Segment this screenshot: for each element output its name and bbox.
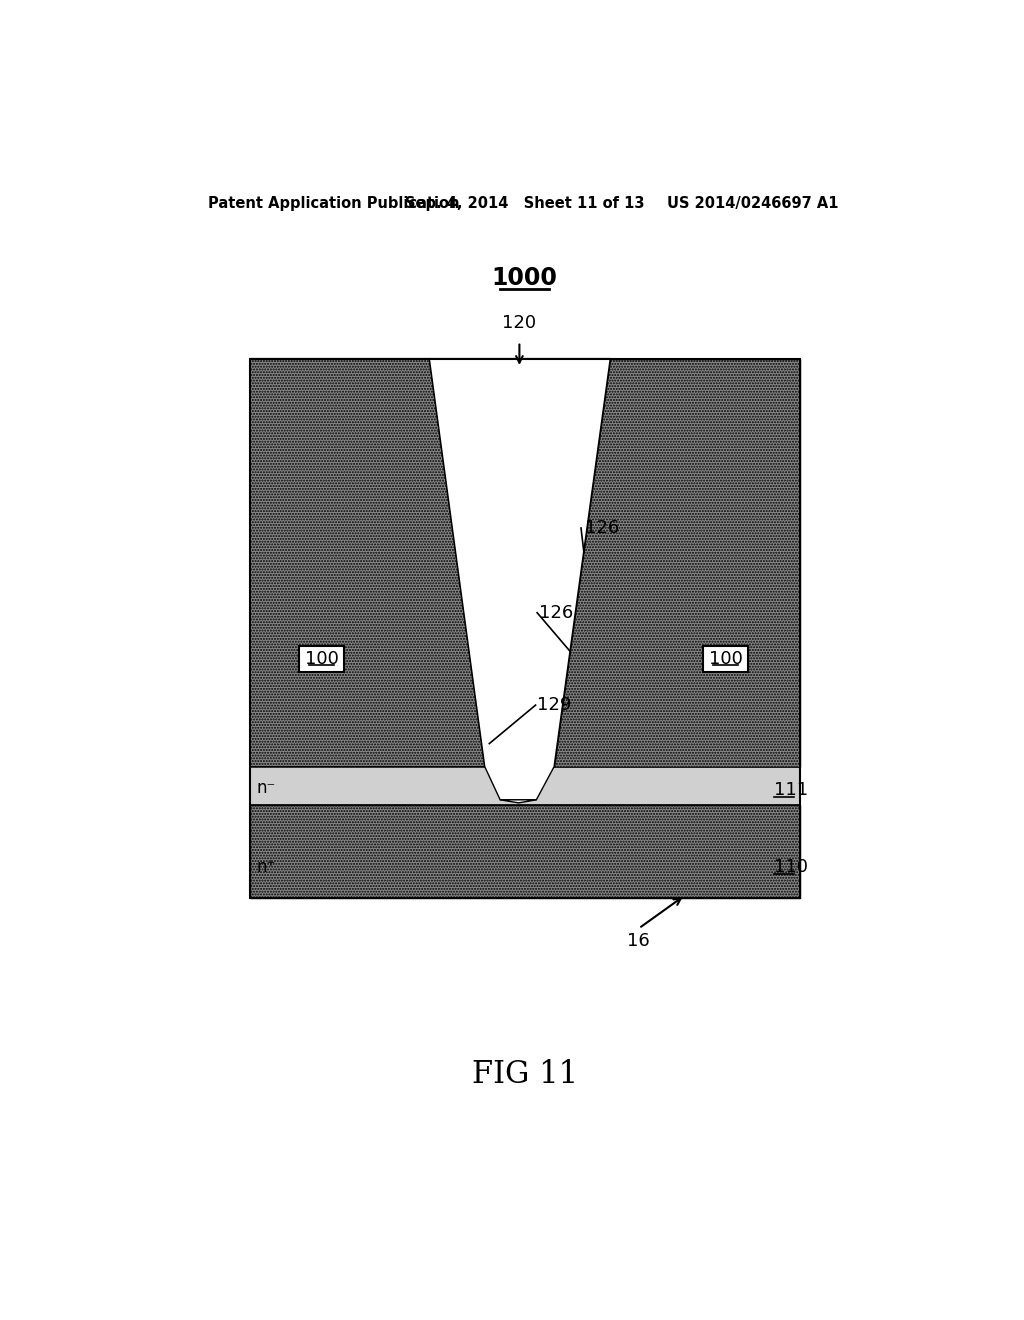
Text: 126: 126 bbox=[585, 519, 620, 537]
Text: 126: 126 bbox=[539, 603, 572, 622]
FancyBboxPatch shape bbox=[299, 645, 344, 672]
Text: 100: 100 bbox=[304, 649, 339, 668]
Text: US 2014/0246697 A1: US 2014/0246697 A1 bbox=[668, 195, 839, 211]
Text: 111: 111 bbox=[774, 781, 808, 799]
Bar bbox=[250, 767, 801, 805]
Polygon shape bbox=[554, 359, 801, 767]
Text: Sep. 4, 2014   Sheet 11 of 13: Sep. 4, 2014 Sheet 11 of 13 bbox=[406, 195, 644, 211]
Text: 129: 129 bbox=[538, 696, 571, 714]
Text: n⁺: n⁺ bbox=[256, 858, 275, 875]
Text: FIG 11: FIG 11 bbox=[472, 1059, 578, 1090]
Polygon shape bbox=[250, 359, 484, 767]
Polygon shape bbox=[500, 800, 537, 803]
Text: n⁻: n⁻ bbox=[256, 779, 275, 797]
FancyBboxPatch shape bbox=[703, 645, 749, 672]
Polygon shape bbox=[429, 359, 610, 800]
Text: 16: 16 bbox=[628, 932, 650, 950]
Text: 1000: 1000 bbox=[492, 265, 558, 290]
Text: 120: 120 bbox=[503, 314, 537, 331]
Polygon shape bbox=[250, 805, 801, 898]
Bar bbox=[250, 359, 801, 898]
Text: 110: 110 bbox=[774, 858, 808, 875]
Text: 100: 100 bbox=[709, 649, 742, 668]
Text: Patent Application Publication: Patent Application Publication bbox=[208, 195, 459, 211]
